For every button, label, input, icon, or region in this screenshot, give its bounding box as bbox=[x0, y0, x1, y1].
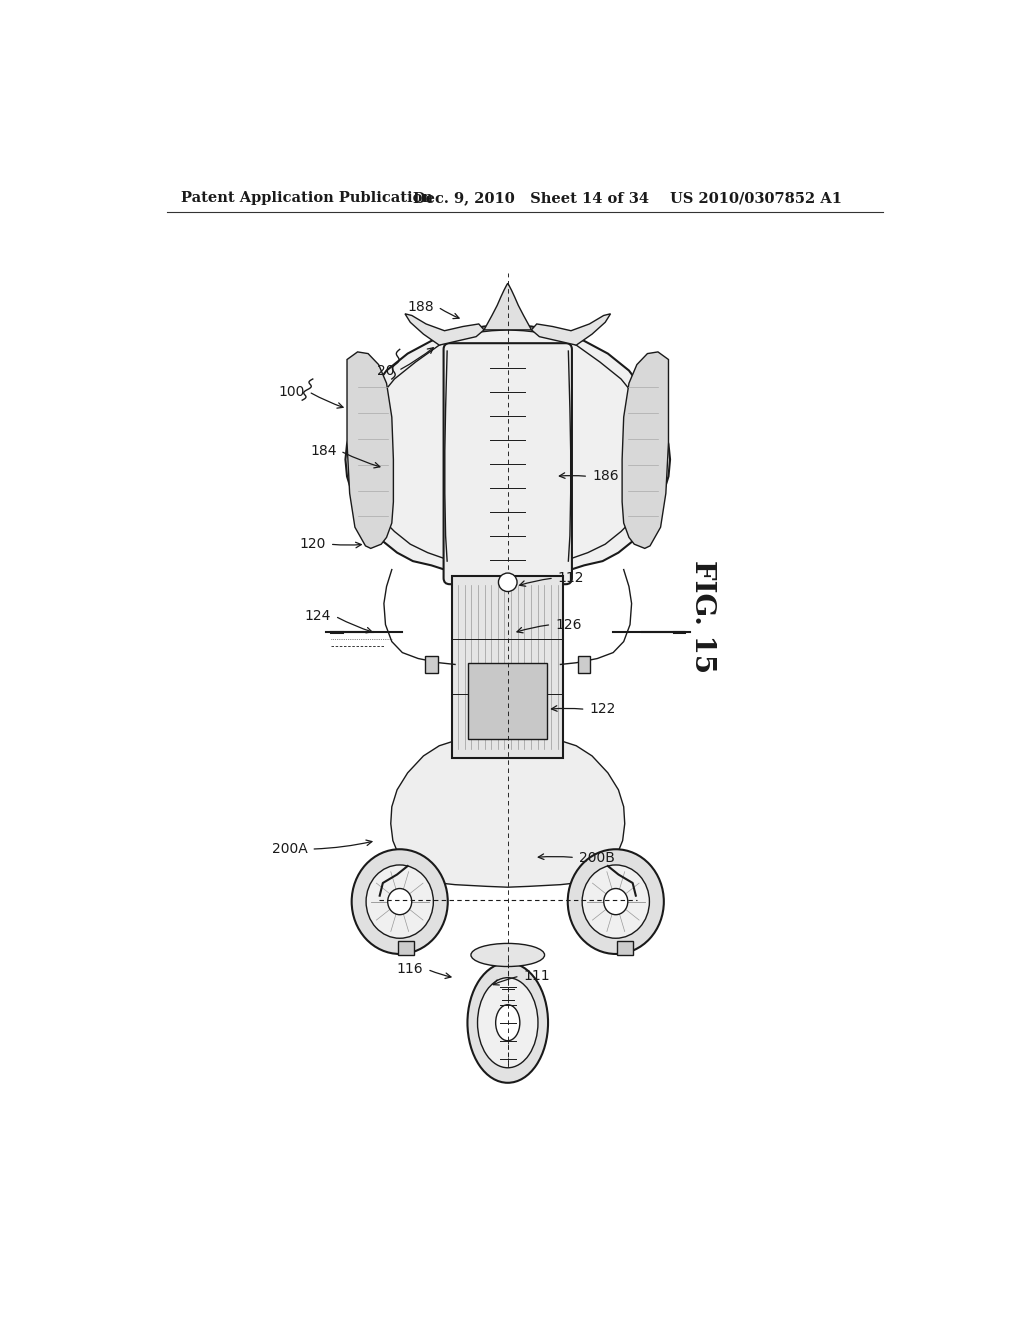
Bar bbox=[617, 941, 633, 954]
Text: 126: 126 bbox=[555, 618, 582, 632]
Circle shape bbox=[499, 573, 517, 591]
Ellipse shape bbox=[496, 1005, 520, 1040]
Text: Dec. 9, 2010   Sheet 14 of 34: Dec. 9, 2010 Sheet 14 of 34 bbox=[414, 191, 649, 206]
Text: 120: 120 bbox=[300, 537, 326, 552]
Polygon shape bbox=[484, 284, 531, 330]
Polygon shape bbox=[623, 352, 669, 548]
Ellipse shape bbox=[476, 965, 540, 1057]
Bar bbox=[578, 656, 591, 673]
Ellipse shape bbox=[471, 944, 545, 966]
Ellipse shape bbox=[583, 865, 649, 939]
Text: 112: 112 bbox=[558, 572, 585, 585]
Text: 186: 186 bbox=[592, 470, 618, 483]
Text: 111: 111 bbox=[523, 969, 550, 983]
Text: Patent Application Publication: Patent Application Publication bbox=[180, 191, 433, 206]
Text: US 2010/0307852 A1: US 2010/0307852 A1 bbox=[671, 191, 843, 206]
Ellipse shape bbox=[567, 849, 664, 954]
Text: FIG. 15: FIG. 15 bbox=[689, 560, 716, 673]
Bar bbox=[398, 941, 414, 954]
Ellipse shape bbox=[487, 982, 528, 1041]
Text: 20: 20 bbox=[377, 363, 394, 378]
Polygon shape bbox=[531, 314, 610, 345]
Text: 184: 184 bbox=[310, 444, 337, 458]
Polygon shape bbox=[345, 325, 670, 578]
Text: 100: 100 bbox=[279, 384, 305, 399]
FancyBboxPatch shape bbox=[443, 343, 572, 585]
FancyBboxPatch shape bbox=[453, 576, 563, 758]
Text: 116: 116 bbox=[397, 962, 424, 977]
Ellipse shape bbox=[467, 962, 548, 1082]
Text: 200B: 200B bbox=[579, 850, 614, 865]
Text: 124: 124 bbox=[305, 609, 331, 623]
Ellipse shape bbox=[477, 978, 538, 1068]
Ellipse shape bbox=[367, 865, 433, 939]
Ellipse shape bbox=[604, 888, 628, 915]
Ellipse shape bbox=[388, 888, 412, 915]
Polygon shape bbox=[347, 352, 393, 548]
Polygon shape bbox=[404, 314, 484, 345]
Text: 200A: 200A bbox=[271, 842, 307, 857]
Ellipse shape bbox=[351, 849, 447, 954]
Bar bbox=[425, 656, 437, 673]
Bar bbox=[468, 663, 547, 739]
Text: 122: 122 bbox=[590, 702, 615, 717]
Polygon shape bbox=[391, 739, 625, 887]
Text: 188: 188 bbox=[408, 300, 434, 314]
